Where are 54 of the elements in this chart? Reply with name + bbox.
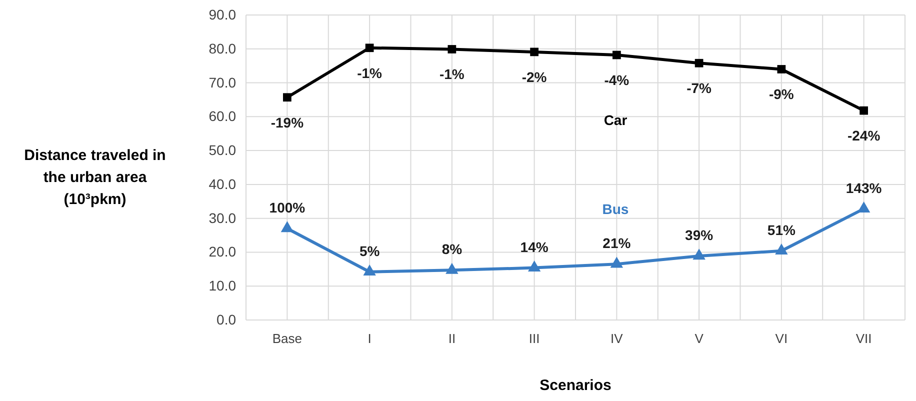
x-tick-label: IV [610,331,624,346]
annotation: 39% [685,226,714,243]
point [775,244,788,255]
y-tick-label: 20.0 [208,244,236,260]
annotation: 8% [442,241,463,258]
annotation: 143% [846,180,882,196]
text: Bus [602,201,629,218]
y-tick-label: 90.0 [208,6,236,22]
point [283,93,292,102]
y-tick-label: 0.0 [216,311,236,328]
point [530,48,538,56]
y-tick-label: 70.0 [208,74,236,90]
point [857,202,870,213]
annotation: -9% [768,86,794,102]
y-tick-label: 40.0 [208,176,236,192]
annotation: 51% [767,222,796,238]
x-axis-title: Scenarios [540,377,612,394]
x-tick-label: III [528,331,540,346]
x-tick-label: V [694,331,704,346]
annotation: 14% [520,238,549,255]
point [280,221,294,232]
point [860,106,868,115]
point [363,264,376,276]
point [448,45,456,54]
annotation: 100% [269,200,306,216]
point [365,44,374,52]
y-tick-label: 10.0 [208,278,236,294]
annotation: -19% [270,114,304,130]
annotation: -7% [686,80,712,96]
point [692,248,706,260]
point [694,58,704,68]
annotation: -1% [357,64,383,81]
annotation: -24% [847,128,881,144]
y-axis-title: Distance traveled in the urban area (10³pkm) [24,147,166,208]
text: Car [604,112,628,128]
x-tick-label: II [448,331,456,346]
y-tick-label: 60.0 [208,108,236,124]
annotation: 21% [602,235,632,252]
point [777,65,786,74]
x-tick-label: VII [856,331,872,346]
x-tick-label: Base [272,331,302,346]
y-tick-label: 80.0 [208,40,236,56]
x-tick-label: VI [775,331,788,346]
annotation: -1% [439,66,465,82]
point [446,262,458,274]
y-tick-label: 50.0 [208,142,236,158]
point [528,260,541,272]
annotation: 5% [359,242,380,259]
annotation: -2% [522,68,548,85]
x-tick-label: I [368,331,372,346]
y-tick-label: 30.0 [208,210,236,226]
point [612,50,621,60]
annotation: -4% [604,72,630,88]
point [610,256,624,268]
